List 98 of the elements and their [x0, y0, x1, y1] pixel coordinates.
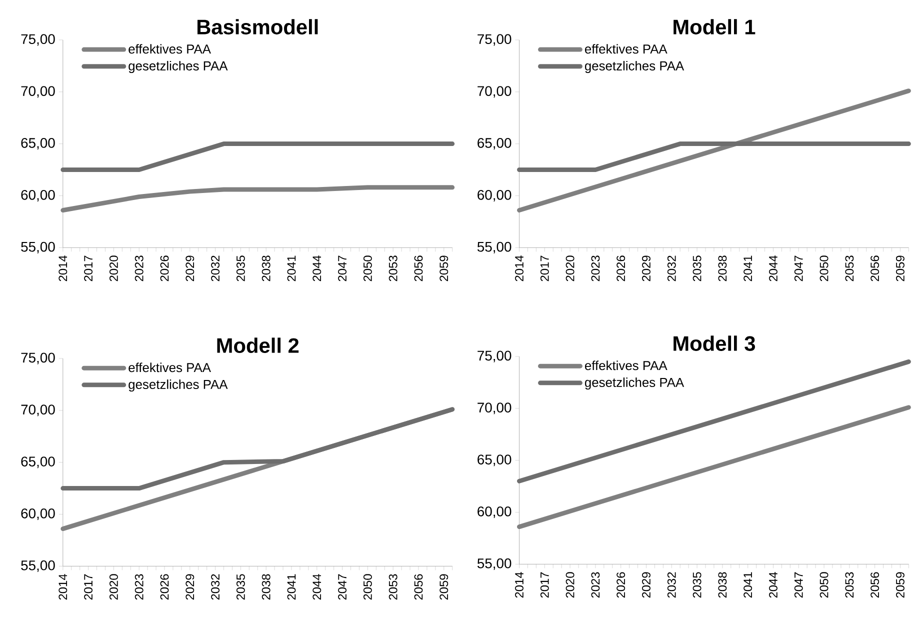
chart-title: Modell 2: [217, 338, 299, 353]
x-tick-label: 2035: [236, 574, 245, 600]
x-tick-label: 2044: [769, 572, 778, 598]
x-tick-label: 2050: [820, 256, 828, 282]
y-tick-label: 75,00: [21, 34, 55, 46]
x-tick-label: 2026: [160, 574, 169, 600]
x-tick-label: 2059: [440, 574, 448, 600]
x-tick-label: 2026: [160, 256, 169, 282]
x-tick-label: 2029: [642, 256, 650, 282]
y-tick-label: 65,00: [478, 454, 512, 466]
y-tick-label: 55,00: [477, 558, 512, 570]
x-tick-label: 2023: [134, 256, 144, 282]
y-tick-label: 60,00: [478, 190, 512, 202]
chart-title: Modell 3: [674, 336, 755, 351]
x-tick-label: 2014: [58, 255, 68, 282]
x-tick-label: 2041: [744, 256, 752, 282]
x-tick-label: 2032: [667, 256, 676, 282]
x-tick-label: 2047: [338, 256, 347, 282]
x-tick-label: 2035: [692, 256, 702, 282]
x-tick-label: 2041: [744, 572, 752, 598]
x-tick-label: 2050: [363, 256, 372, 282]
y-tick-label: 60,00: [478, 506, 512, 518]
x-tick-label: 2044: [312, 574, 322, 600]
x-tick-label: 2017: [540, 256, 549, 282]
x-tick-label: 2059: [896, 256, 904, 282]
x-tick-label: 2029: [642, 572, 650, 598]
line-series: [60, 185, 455, 212]
x-tick-label: 2023: [591, 572, 600, 598]
x-tick-label: 2050: [820, 572, 828, 598]
y-tick-label: 65,00: [21, 138, 55, 150]
x-tick-label: 2056: [870, 256, 880, 282]
line-series: [60, 407, 455, 490]
x-tick-label: 2056: [870, 572, 880, 598]
y-tick-label: 70,00: [21, 404, 55, 416]
chart-title: Basismodell: [197, 19, 318, 34]
x-tick-label: 2032: [211, 574, 220, 600]
chart-title: Modell 1: [674, 19, 756, 34]
y-tick-label: 65,00: [478, 138, 512, 150]
x-tick-label: 2047: [794, 572, 803, 598]
x-tick-label: 2050: [363, 574, 372, 600]
x-tick-label: 2035: [692, 572, 702, 598]
x-tick-label: 2017: [84, 256, 93, 282]
y-tick-label: 55,00: [477, 242, 512, 254]
x-tick-label: 2044: [769, 255, 778, 282]
legend-label: effektives PAA: [128, 44, 211, 54]
x-tick-label: 2038: [718, 256, 727, 282]
x-tick-label: 2035: [236, 256, 245, 282]
x-tick-label: 2053: [388, 256, 398, 282]
x-tick-label: 2017: [84, 574, 93, 600]
legend-label: gesetzliches PAA: [128, 60, 228, 73]
x-tick-label: 2020: [566, 572, 574, 598]
x-tick-label: 2014: [58, 574, 68, 600]
x-tick-label: 2053: [388, 574, 398, 600]
x-tick-label: 2026: [616, 256, 626, 282]
y-tick-label: 65,00: [21, 456, 55, 468]
x-tick-label: 2047: [794, 256, 803, 282]
x-tick-label: 2041: [287, 256, 296, 282]
x-tick-label: 2059: [440, 256, 448, 282]
x-tick-label: 2041: [287, 574, 296, 600]
x-tick-label: 2026: [616, 572, 626, 598]
x-tick-label: 2053: [845, 256, 854, 282]
legend-label: effektives PAA: [584, 360, 668, 370]
y-tick-label: 75,00: [478, 350, 512, 362]
x-tick-label: 2023: [591, 256, 600, 282]
x-tick-label: 2056: [414, 574, 423, 600]
y-tick-label: 60,00: [21, 508, 55, 520]
x-tick-label: 2032: [667, 572, 676, 598]
x-tick-label: 2032: [211, 256, 220, 282]
y-tick-label: 70,00: [478, 86, 512, 98]
x-tick-label: 2059: [896, 572, 904, 598]
x-tick-label: 2038: [262, 574, 270, 600]
x-tick-label: 2053: [845, 572, 854, 598]
x-tick-label: 2044: [312, 255, 322, 282]
x-tick-label: 2020: [566, 256, 574, 282]
y-tick-label: 70,00: [478, 402, 512, 414]
y-tick-label: 75,00: [21, 352, 55, 364]
legend-label: gesetzliches PAA: [128, 379, 228, 392]
y-tick-label: 75,00: [478, 34, 512, 46]
x-tick-label: 2029: [186, 574, 194, 600]
x-tick-label: 2014: [515, 255, 524, 282]
y-tick-label: 55,00: [21, 560, 55, 572]
x-tick-label: 2017: [540, 572, 549, 598]
x-tick-label: 2023: [134, 574, 144, 600]
y-tick-label: 55,00: [21, 242, 55, 254]
x-tick-label: 2047: [338, 574, 347, 600]
y-tick-label: 60,00: [21, 190, 55, 202]
x-tick-label: 2014: [515, 572, 524, 598]
x-tick-label: 2038: [262, 256, 270, 282]
legend-label: effektives PAA: [128, 362, 211, 372]
legend-label: gesetzliches PAA: [584, 377, 684, 390]
legend-label: gesetzliches PAA: [584, 60, 684, 73]
legend-label: effektives PAA: [584, 44, 668, 54]
x-tick-label: 2020: [109, 256, 118, 282]
x-tick-label: 2020: [109, 574, 118, 600]
x-tick-label: 2056: [414, 256, 423, 282]
y-tick-label: 70,00: [21, 86, 55, 98]
x-tick-label: 2029: [186, 256, 194, 282]
x-tick-label: 2038: [718, 572, 727, 598]
